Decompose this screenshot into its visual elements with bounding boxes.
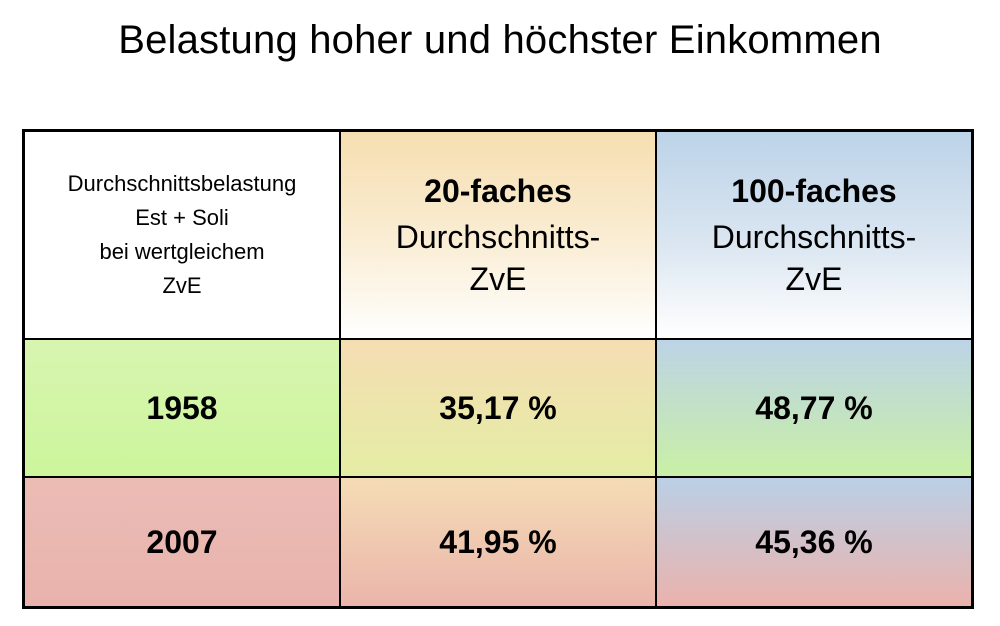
cell-2007-20: 41,95 %: [341, 478, 657, 606]
corner-header-line-3: bei wertgleichem: [99, 239, 265, 264]
column-header-100: 100-faches Durchschnitts- ZvE: [657, 132, 971, 340]
corner-header: Durchschnittsbelastung Est + Soli bei we…: [25, 132, 341, 340]
cell-1958-100: 48,77 %: [657, 340, 971, 478]
cell-1958-20: 35,17 %: [341, 340, 657, 478]
page-title: Belastung hoher und höchster Einkommen: [118, 18, 882, 62]
column-header-20-line2: ZvE: [469, 261, 527, 297]
row-label-2007: 2007: [25, 478, 341, 606]
cell-2007-100: 45,36 %: [657, 478, 971, 606]
column-header-100-line2: ZvE: [785, 261, 843, 297]
column-header-20: 20-faches Durchschnitts- ZvE: [341, 132, 657, 340]
corner-header-line-4: ZvE: [162, 273, 202, 298]
column-header-20-bold: 20-faches: [424, 173, 572, 209]
corner-header-line-1: Durchschnittsbelastung: [67, 171, 297, 196]
corner-header-line-2: Est + Soli: [135, 205, 229, 230]
data-table: Durchschnittsbelastung Est + Soli bei we…: [22, 129, 974, 609]
row-label-1958: 1958: [25, 340, 341, 478]
column-header-100-bold: 100-faches: [731, 173, 897, 209]
column-header-100-line1: Durchschnitts-: [711, 219, 917, 255]
column-header-20-line1: Durchschnitts-: [395, 219, 601, 255]
